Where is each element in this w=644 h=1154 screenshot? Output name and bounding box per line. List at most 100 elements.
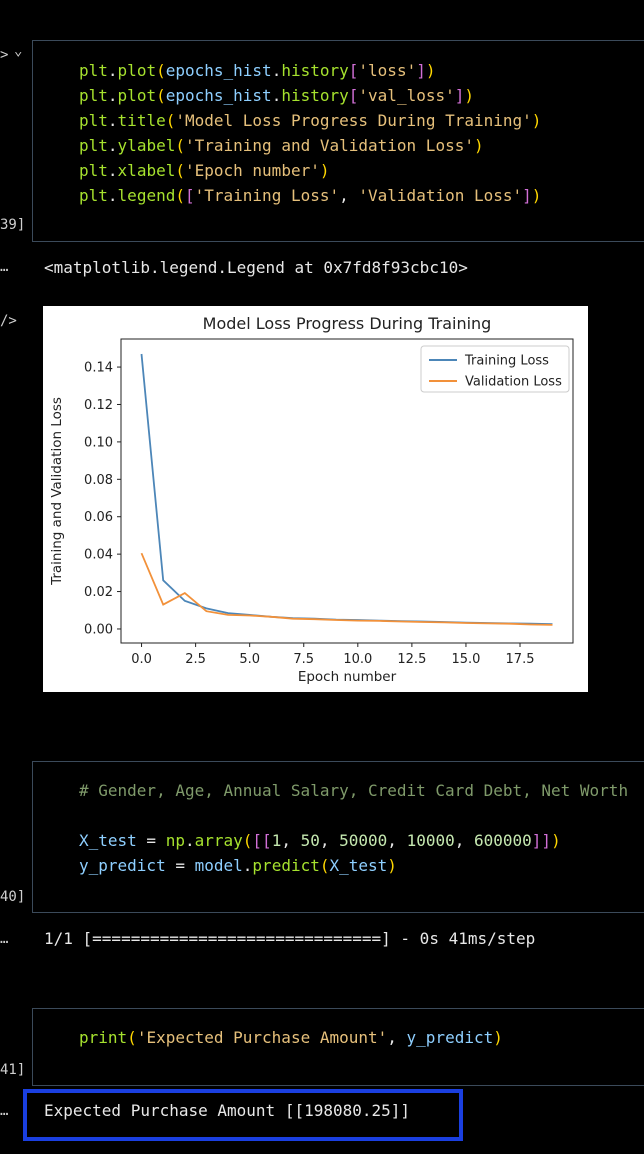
code-token: ]] — [531, 831, 552, 850]
code-token: ) — [473, 136, 484, 155]
code-token: . — [271, 86, 282, 105]
y-tick-label: 0.10 — [84, 435, 113, 450]
x-axis-label: Epoch number — [298, 669, 397, 685]
code-token: ) — [464, 86, 475, 105]
code-token: ylabel — [117, 136, 176, 155]
y-tick-label: 0.14 — [84, 361, 113, 376]
code-cell-40[interactable]: # Gender, Age, Annual Salary, Credit Car… — [32, 761, 644, 913]
code-token: 'val_loss' — [358, 86, 455, 105]
code-line: plt.plot(epochs_hist.history['loss']) — [79, 58, 644, 83]
code-token: xlabel — [117, 161, 176, 180]
code-token: 600000 — [474, 831, 532, 850]
code-token: , — [387, 1028, 407, 1047]
code-line: y_predict = model.predict(X_test) — [79, 853, 644, 878]
execution-count: 41] — [0, 1062, 26, 1078]
code-token: ( — [127, 1028, 137, 1047]
x-tick-label: 2.5 — [185, 652, 206, 667]
progress-output: 1/1 [==============================] - 0… — [44, 929, 536, 948]
code-token: plt — [79, 161, 108, 180]
code-editor[interactable]: print('Expected Purchase Amount', y_pred… — [33, 1009, 644, 1050]
x-tick-label: 15.0 — [451, 652, 480, 667]
code-token: X_test — [329, 856, 388, 875]
code-token: ( — [156, 61, 166, 80]
code-token: 1 — [271, 831, 282, 850]
code-token: # Gender, Age, Annual Salary, Credit Car… — [79, 781, 629, 800]
code-token: history — [281, 61, 349, 80]
output-ellipsis-icon[interactable]: … — [0, 931, 9, 947]
code-cell-41[interactable]: print('Expected Purchase Amount', y_pred… — [32, 1008, 644, 1086]
x-tick-label: 5.0 — [239, 652, 260, 667]
highlight-box — [23, 1089, 463, 1141]
code-token: [ — [348, 61, 359, 80]
code-editor[interactable]: plt.plot(epochs_hist.history['loss'])plt… — [33, 41, 644, 208]
code-line: plt.title('Model Loss Progress During Tr… — [79, 108, 644, 133]
code-token: ( — [175, 136, 185, 155]
legend-repr-output: <matplotlib.legend.Legend at 0x7fd8f93cb… — [44, 258, 468, 277]
chevron-down-icon[interactable]: ⌄ — [14, 43, 23, 59]
code-token: ] — [454, 86, 465, 105]
code-token: plt — [79, 186, 108, 205]
y-tick-label: 0.12 — [84, 398, 113, 413]
code-token: ) — [319, 161, 330, 180]
code-token: ( — [156, 86, 166, 105]
code-token: ] — [416, 61, 426, 80]
code-token: [ — [348, 86, 359, 105]
code-token: = — [136, 831, 166, 850]
code-line: plt.xlabel('Epoch number') — [79, 158, 644, 183]
collapse-arrow-icon[interactable]: > — [0, 47, 9, 63]
y-tick-label: 0.04 — [84, 548, 113, 563]
output-ellipsis-icon[interactable]: … — [0, 259, 9, 275]
code-token: . — [107, 186, 118, 205]
code-token: , — [454, 831, 474, 850]
code-token: plt — [79, 86, 108, 105]
code-token: [[ — [252, 831, 272, 850]
code-token: = — [165, 856, 195, 875]
series-line-training — [140, 353, 553, 625]
code-token: , — [319, 831, 340, 850]
code-token: plt — [79, 111, 108, 130]
code-token: epochs_hist — [165, 61, 272, 80]
code-cell-39[interactable]: plt.plot(epochs_hist.history['loss'])plt… — [32, 40, 644, 242]
code-token: ) — [425, 61, 436, 80]
code-token: print — [79, 1028, 128, 1047]
code-token: predict — [252, 856, 320, 875]
y-tick-label: 0.02 — [84, 585, 113, 600]
x-tick-label: 10.0 — [343, 652, 372, 667]
code-token: . — [242, 856, 253, 875]
code-token: 'Expected Purchase Amount' — [136, 1028, 388, 1047]
code-token: . — [271, 61, 282, 80]
code-token: [ — [184, 186, 195, 205]
code-token: array — [194, 831, 243, 850]
code-token: 50000 — [339, 831, 388, 850]
legend-entry: Training Loss — [464, 354, 549, 369]
execution-count: 39] — [0, 217, 26, 233]
output-ellipsis-icon[interactable]: … — [0, 1103, 9, 1119]
code-token: . — [107, 161, 118, 180]
y-tick-label: 0.06 — [84, 510, 113, 525]
code-token: 10000 — [406, 831, 455, 850]
x-tick-label: 12.5 — [397, 652, 426, 667]
code-token: 'Model Loss Progress During Training' — [175, 111, 532, 130]
code-editor[interactable]: # Gender, Age, Annual Salary, Credit Car… — [33, 762, 644, 878]
code-line: # Gender, Age, Annual Salary, Credit Car… — [79, 778, 644, 803]
code-token: y_predict — [79, 856, 166, 875]
code-token: ) — [531, 186, 542, 205]
code-token: . — [184, 831, 195, 850]
code-token: ) — [387, 856, 397, 875]
prediction-output: Expected Purchase Amount [[198080.25]] — [44, 1101, 411, 1120]
code-token: . — [107, 61, 118, 80]
code-token: X_test — [79, 831, 137, 850]
code-line: plt.legend(['Training Loss', 'Validation… — [79, 183, 644, 208]
code-token: plot — [117, 86, 157, 105]
code-token: np — [165, 831, 185, 850]
loss-chart: Model Loss Progress During Training 0.00 0… — [43, 306, 588, 692]
plot-frame — [120, 338, 574, 644]
code-token: ( — [175, 161, 185, 180]
html-output-icon[interactable]: /> — [0, 313, 17, 329]
code-token: y_predict — [406, 1028, 494, 1047]
y-tick-label: 0.08 — [84, 473, 113, 488]
code-token: 'Training and Validation Loss' — [184, 136, 474, 155]
code-line: plt.ylabel('Training and Validation Loss… — [79, 133, 644, 158]
code-token: ( — [165, 111, 176, 130]
x-tick-label: 7.5 — [293, 652, 314, 667]
